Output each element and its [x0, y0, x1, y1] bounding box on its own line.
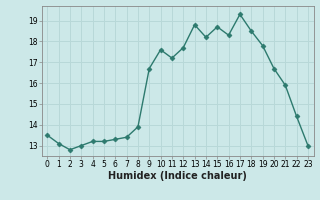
X-axis label: Humidex (Indice chaleur): Humidex (Indice chaleur): [108, 171, 247, 181]
